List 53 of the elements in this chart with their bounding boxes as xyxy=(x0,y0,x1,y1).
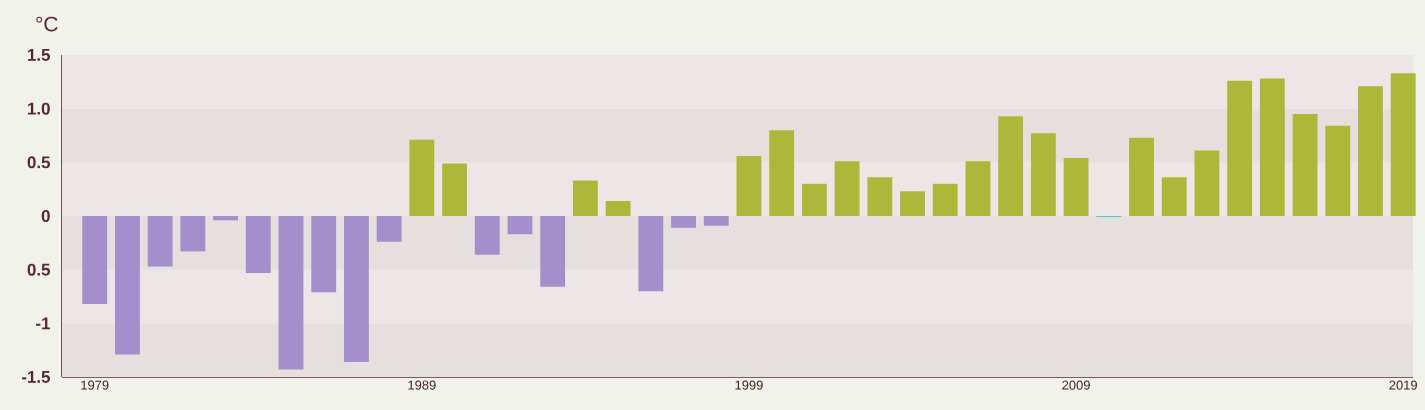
y-axis-title: °C xyxy=(36,16,58,32)
bar xyxy=(343,216,369,362)
bar xyxy=(1292,114,1318,216)
bar xyxy=(572,180,598,216)
bar xyxy=(900,191,925,216)
bar xyxy=(736,155,762,216)
bar xyxy=(834,161,860,216)
y-tick-label: 0.5 xyxy=(27,263,51,276)
bar xyxy=(932,183,958,216)
bar xyxy=(1325,125,1351,216)
bar xyxy=(998,116,1024,216)
bar xyxy=(311,216,337,293)
bar xyxy=(442,163,467,216)
bar xyxy=(638,216,664,292)
y-tick-label: 0.5 xyxy=(27,156,51,169)
y-tick-label: 1.5 xyxy=(28,49,51,61)
bar xyxy=(1390,73,1416,216)
bar xyxy=(703,216,729,226)
bar xyxy=(867,177,893,216)
bar xyxy=(213,216,238,221)
bar xyxy=(540,216,566,287)
bar xyxy=(1161,177,1187,216)
bar xyxy=(147,216,173,267)
bar xyxy=(1259,78,1285,216)
bar xyxy=(801,183,827,216)
bar xyxy=(180,216,206,252)
x-tick-label: 1989 xyxy=(408,380,436,390)
bar xyxy=(82,216,108,305)
x-tick-label: 1999 xyxy=(735,380,763,390)
bar xyxy=(409,139,435,216)
y-tick-label: 0 xyxy=(41,210,50,222)
bar xyxy=(605,200,631,216)
bar xyxy=(769,130,795,216)
bar xyxy=(507,216,533,235)
y-tick-label: 1.0 xyxy=(28,102,50,115)
y-tick-label: -1 xyxy=(36,317,51,330)
bar xyxy=(671,216,696,228)
x-tick-label: 2019 xyxy=(1389,380,1417,390)
bar xyxy=(1358,86,1383,216)
bar xyxy=(278,216,304,370)
x-tick-label: 2009 xyxy=(1062,380,1090,390)
bar xyxy=(1063,158,1089,216)
bar xyxy=(115,216,140,355)
bar xyxy=(1030,133,1056,216)
bar xyxy=(1194,150,1220,216)
bar xyxy=(965,161,991,216)
bar xyxy=(245,216,271,273)
bar xyxy=(1227,80,1253,216)
bar xyxy=(376,216,402,242)
y-tick-label: -1.5 xyxy=(21,371,51,383)
bar xyxy=(1129,137,1154,216)
x-tick-label: 1979 xyxy=(81,380,109,390)
bar xyxy=(474,216,500,255)
